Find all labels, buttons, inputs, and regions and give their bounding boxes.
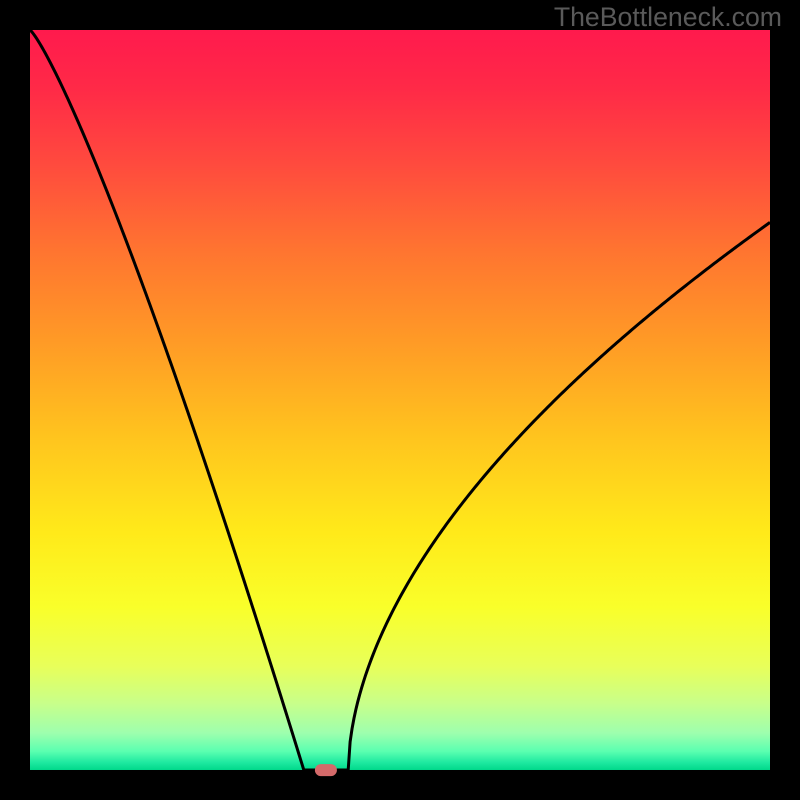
plot-area	[30, 30, 770, 770]
watermark-text: TheBottleneck.com	[554, 2, 782, 33]
bottleneck-curve	[30, 30, 770, 770]
min-marker	[315, 764, 337, 776]
curve-layer	[30, 30, 770, 770]
chart-container: TheBottleneck.com	[0, 0, 800, 800]
